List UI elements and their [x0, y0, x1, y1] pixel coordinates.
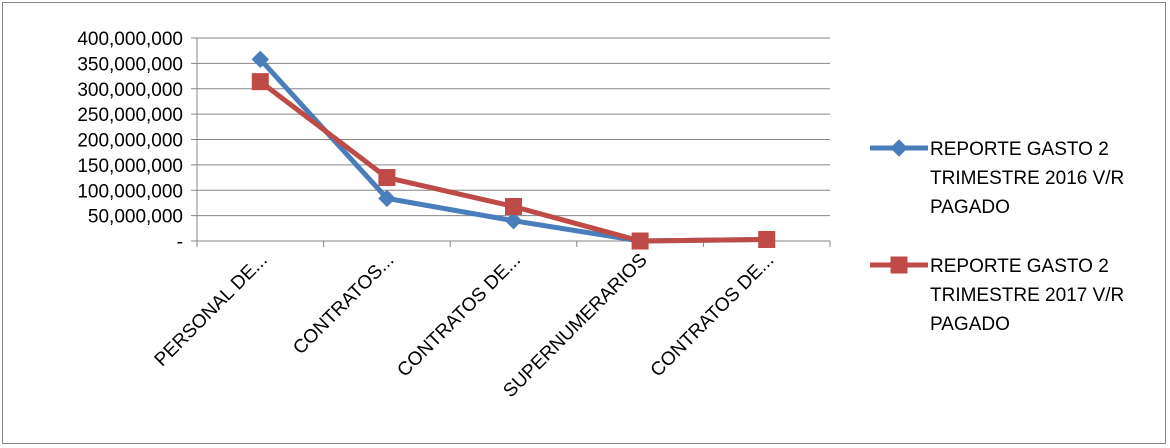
- legend-label-line: REPORTE GASTO 2: [930, 256, 1109, 277]
- x-tick-label: CONTRATOS...: [289, 250, 398, 359]
- data-point-square: [890, 256, 908, 274]
- y-tick-label: 250,000,000: [77, 105, 183, 126]
- series-1: [251, 50, 776, 250]
- x-axis-tick-labels: PERSONAL DE... CONTRATOS...CONTRATOS DE..…: [151, 250, 779, 402]
- x-tick-label: CONTRATOS DE...: [393, 250, 525, 382]
- y-tick-label: 200,000,000: [77, 131, 183, 152]
- series-2: [251, 73, 776, 250]
- data-point-square: [251, 73, 269, 91]
- data-point-square: [631, 232, 649, 250]
- x-tick-label: PERSONAL DE...: [151, 250, 272, 371]
- x-tick-label: CONTRATOS DE...: [647, 250, 779, 382]
- y-tick-label: 150,000,000: [77, 156, 183, 177]
- x-tick-label: SUPERNUMERARIOS: [499, 250, 651, 402]
- legend-entry-2: REPORTE GASTO 2 TRIMESTRE 2017 V/R PAGADO: [870, 256, 1124, 335]
- y-tick-label: -: [177, 232, 183, 253]
- series-lines: [251, 50, 776, 250]
- y-tick-label: 400,000,000: [77, 29, 183, 50]
- y-tick-label: 50,000,000: [88, 207, 183, 228]
- data-point-diamond: [251, 50, 270, 69]
- legend-label-line: TRIMESTRE 2017 V/R: [930, 285, 1124, 306]
- legend-label-line: REPORTE GASTO 2: [930, 139, 1109, 160]
- y-tick-label: 100,000,000: [77, 181, 183, 202]
- data-point-diamond: [378, 189, 396, 208]
- data-point-square: [758, 230, 776, 248]
- gridlines: [197, 37, 830, 217]
- y-axis-tick-labels: - 50,000,000 100,000,000 150,000,000 200,000…: [77, 29, 183, 253]
- y-tick-label: 350,000,000: [77, 54, 183, 75]
- legend-label-line: TRIMESTRE 2016 V/R: [930, 168, 1124, 189]
- legend-entry-1: REPORTE GASTO 2 TRIMESTRE 2016 V/R PAGADO: [870, 139, 1124, 218]
- data-point-diamond: [504, 211, 523, 230]
- y-tick-label: 300,000,000: [77, 80, 183, 101]
- legend-label-line: PAGADO: [930, 314, 1010, 335]
- data-point-diamond: [890, 139, 908, 157]
- data-point-square: [505, 197, 522, 215]
- data-point-square: [378, 169, 396, 187]
- legend-label-line: PAGADO: [930, 197, 1010, 218]
